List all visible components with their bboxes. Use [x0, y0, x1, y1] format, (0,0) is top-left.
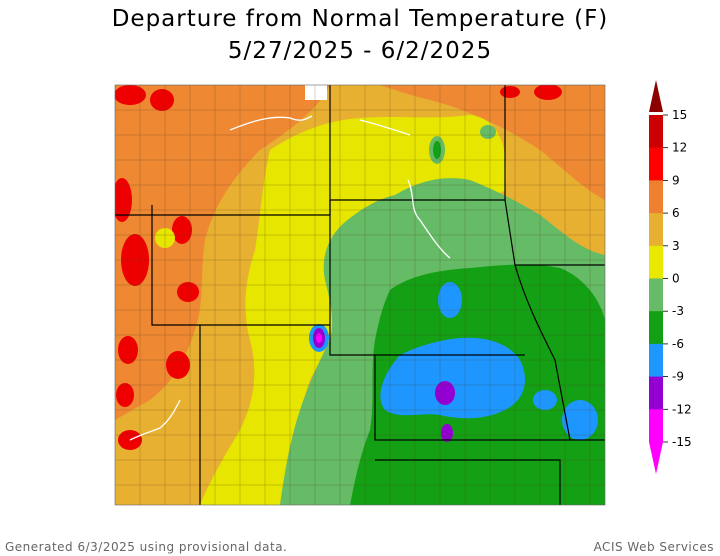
map-date-range: 5/27/2025 - 6/2/2025: [227, 38, 493, 64]
zone-purple-1: [435, 381, 455, 405]
legend-label: 6: [672, 206, 680, 220]
legend-label: 3: [672, 239, 680, 253]
zone-magenta-west: [316, 333, 322, 343]
zone-blue-north: [438, 282, 462, 318]
legend-step-8: [649, 376, 663, 410]
map-frame: [114, 84, 606, 506]
legend-color-steps: [649, 115, 663, 443]
legend-step-4: [649, 245, 663, 279]
legend-label: 12: [672, 141, 687, 155]
legend-arrow-bottom: [649, 442, 663, 474]
zone-purple-2: [441, 424, 453, 442]
zone-blue-east: [562, 400, 598, 440]
zone-dark-green-north: [433, 141, 441, 159]
water-features: [129, 115, 451, 441]
zone-light-green-northeast: [480, 125, 496, 139]
missing-data-area: [305, 85, 327, 100]
zone-yellow-band: [200, 115, 507, 505]
map-area: [115, 85, 605, 505]
legend-step-1: [649, 147, 663, 181]
legend-label: -6: [672, 337, 684, 351]
zone-blue-east-small: [533, 390, 557, 410]
legend-step-9: [649, 409, 663, 443]
legend-arrow-top: [649, 80, 663, 112]
generated-note: Generated 6/3/2025 using provisional dat…: [5, 540, 288, 554]
map-title: Departure from Normal Temperature (F): [111, 6, 609, 32]
legend-label: -15: [672, 435, 692, 449]
zone-orange-west: [115, 85, 330, 420]
legend-label: -3: [672, 304, 684, 318]
legend-labels: 15 12 9 6 3 0 -3 -6 -9 -12 -15: [663, 108, 692, 449]
zone-blue-central: [380, 337, 525, 419]
legend-step-2: [649, 180, 663, 214]
legend-step-3: [649, 213, 663, 247]
legend-label: -9: [672, 370, 684, 384]
legend-colorbar: 15 12 9 6 3 0 -3 -6 -9 -12 -15: [649, 80, 692, 474]
zone-orange-northeast: [380, 85, 605, 200]
zone-red-areas: [115, 85, 562, 450]
legend-label: -12: [672, 402, 692, 416]
state-boundaries: [115, 85, 605, 505]
legend-label: 9: [672, 173, 680, 187]
legend-step-5: [649, 278, 663, 312]
legend-step-6: [649, 311, 663, 345]
legend-step-7: [649, 343, 663, 378]
legend-label: 15: [672, 108, 687, 122]
source-credit: ACIS Web Services: [593, 540, 714, 554]
county-boundaries: [115, 85, 605, 505]
legend-label: 0: [672, 272, 680, 286]
legend-step-0: [649, 115, 663, 149]
